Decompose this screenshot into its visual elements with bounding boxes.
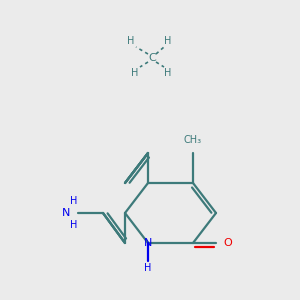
Text: H: H bbox=[70, 196, 78, 206]
Text: H: H bbox=[131, 68, 139, 78]
Text: O: O bbox=[223, 238, 232, 248]
Text: H: H bbox=[164, 36, 172, 46]
Text: H: H bbox=[127, 36, 135, 46]
Text: H: H bbox=[164, 68, 172, 78]
Text: CH₃: CH₃ bbox=[184, 135, 202, 145]
Text: N: N bbox=[61, 208, 70, 218]
Text: N: N bbox=[144, 238, 152, 248]
Text: H: H bbox=[70, 220, 78, 230]
Text: H: H bbox=[144, 263, 152, 273]
Text: C: C bbox=[148, 53, 156, 63]
